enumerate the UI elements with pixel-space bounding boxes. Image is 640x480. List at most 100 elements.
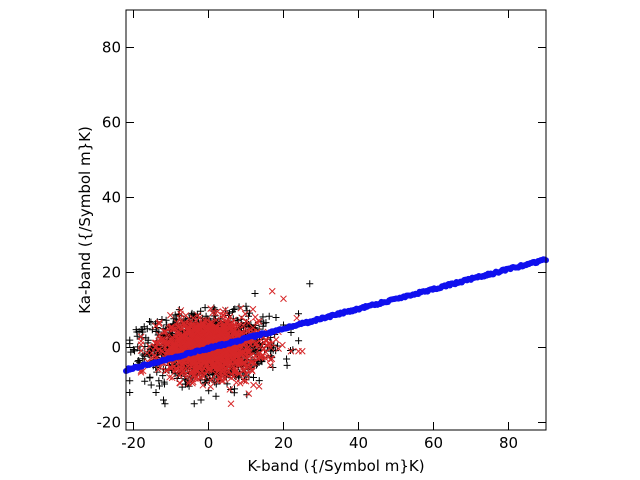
series-1-point xyxy=(146,342,153,350)
series-1-point xyxy=(287,347,295,355)
series-1-point xyxy=(234,331,242,339)
series-1-point xyxy=(225,346,232,354)
series-1-point xyxy=(137,347,145,355)
series-1-point xyxy=(181,328,189,336)
series-1-point xyxy=(187,340,194,348)
series-0-point xyxy=(283,355,291,363)
series-1-point xyxy=(254,354,261,362)
series-1-point xyxy=(232,322,240,330)
series-1-point xyxy=(252,351,259,359)
series-1-point xyxy=(176,379,183,387)
series-0-point xyxy=(246,309,254,317)
series-1-point xyxy=(268,287,276,295)
series-1-point xyxy=(205,337,212,345)
series-1-point xyxy=(220,366,228,374)
y-tick-label: -20 xyxy=(97,414,122,432)
series-1-point xyxy=(151,344,159,351)
series-0-point xyxy=(265,312,273,320)
series-0-point xyxy=(159,365,167,373)
series-1-point xyxy=(176,314,184,322)
series-1-point xyxy=(293,314,301,322)
series-0-point xyxy=(243,391,251,399)
series-1-point xyxy=(193,327,201,335)
series-1-point xyxy=(244,348,252,356)
series-1-point xyxy=(203,330,211,338)
series-1-point xyxy=(243,317,250,325)
series-1-point xyxy=(177,307,185,314)
series-1-point xyxy=(185,380,192,387)
series-0-point xyxy=(162,316,170,324)
series-1-point xyxy=(198,368,206,376)
series-1-point xyxy=(245,360,252,368)
series-1-point xyxy=(267,362,274,369)
series-1-point xyxy=(256,354,264,362)
series-1-point xyxy=(264,353,272,361)
series-1-point xyxy=(185,315,193,323)
series-1-point xyxy=(197,340,205,348)
series-1-point xyxy=(279,341,286,349)
series-1-point xyxy=(137,341,145,348)
series-1-point xyxy=(198,361,205,369)
series-1-point xyxy=(249,305,257,313)
series-0-point xyxy=(197,307,205,315)
series-1-point xyxy=(163,339,170,346)
series-1-point xyxy=(158,336,165,343)
series-1-point xyxy=(189,378,197,386)
series-1-point xyxy=(221,334,229,342)
series-1-point xyxy=(210,334,218,342)
series-0-point xyxy=(161,400,169,408)
series-0-point xyxy=(201,304,209,312)
series-0-point xyxy=(160,396,167,404)
y-axis-label: Ka-band ({/Symbol m}K) xyxy=(76,126,94,314)
series-1-point xyxy=(155,320,163,328)
series-1-point xyxy=(228,361,236,368)
series-1-point xyxy=(195,321,203,328)
series-1-point xyxy=(240,377,248,385)
x-tick-label: 20 xyxy=(274,434,293,452)
series-1-point xyxy=(226,386,234,393)
series-1-point xyxy=(257,343,264,351)
series-1-point xyxy=(174,342,182,349)
series-1-point xyxy=(249,358,256,366)
series-1-point xyxy=(218,352,225,360)
series-1-point xyxy=(163,333,171,340)
series-0-point xyxy=(142,334,150,342)
series-0-point xyxy=(255,377,263,385)
series-1-point xyxy=(213,354,221,362)
series-1-point xyxy=(206,323,214,330)
series-1-point xyxy=(175,323,183,331)
series-1-point xyxy=(216,325,224,332)
series-0-point xyxy=(170,315,178,323)
series-1-point xyxy=(199,381,207,389)
series-1-point xyxy=(217,348,224,356)
series-0-point xyxy=(131,347,139,355)
series-1-point xyxy=(177,346,184,354)
series-1-point xyxy=(207,376,214,384)
series-1-point xyxy=(251,359,258,367)
series-1-point xyxy=(248,367,256,375)
series-1-point xyxy=(209,364,217,371)
series-0-point xyxy=(188,309,196,317)
series-1-point xyxy=(143,349,151,357)
series-1-point xyxy=(188,355,196,363)
series-1-point xyxy=(233,379,240,386)
series-1-point xyxy=(193,360,201,368)
x-tick-label: 0 xyxy=(204,434,214,452)
series-1-point xyxy=(169,341,177,348)
series-0-point xyxy=(242,302,250,310)
series-1-point xyxy=(215,364,223,372)
series-1-point xyxy=(173,319,181,327)
series-1-point xyxy=(209,323,216,331)
series-1-point xyxy=(160,328,168,336)
series-1-point xyxy=(272,336,280,343)
series-0-point xyxy=(155,382,163,390)
series-1-point xyxy=(232,352,240,360)
series-1-point xyxy=(280,295,287,303)
series-1-point xyxy=(177,365,185,373)
series-1-point xyxy=(190,341,197,348)
series-1-point xyxy=(298,347,306,355)
series-0-point xyxy=(147,381,155,389)
series-1-point xyxy=(187,322,195,330)
series-1-point xyxy=(137,333,145,341)
